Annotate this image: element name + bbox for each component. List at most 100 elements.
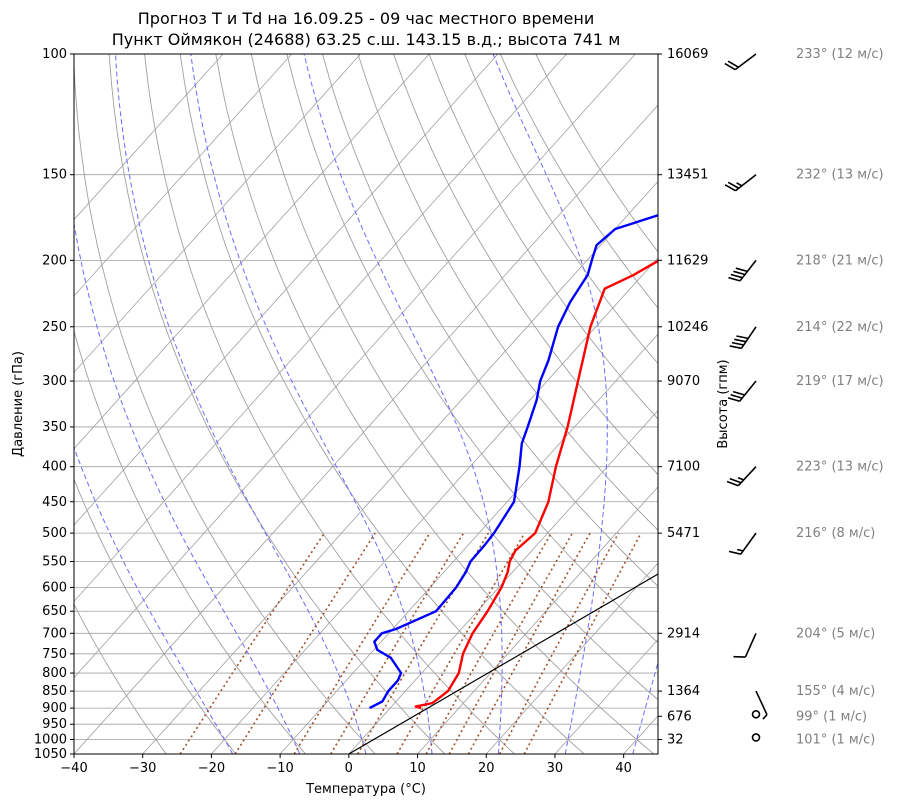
x-tick-label: 20 — [478, 761, 495, 776]
dry-adiabat-line — [74, 603, 167, 754]
height-tick-label: 16069 — [667, 47, 708, 62]
isotherm-line — [74, 54, 636, 679]
mixing-ratio-line — [234, 532, 376, 754]
wind-barb — [729, 326, 757, 350]
wind-label: 233° (12 м/с) — [796, 47, 884, 62]
moist-adiabat-line — [632, 660, 658, 754]
mixing-ratio-line — [293, 532, 431, 754]
y-tick-label: 950 — [42, 717, 67, 732]
wind-label: 204° (5 м/с) — [796, 626, 875, 641]
y-tick-label: 250 — [42, 320, 67, 335]
y-tick-label: 1050 — [34, 747, 67, 762]
wind-barb-staff — [737, 466, 757, 487]
y-tick-label: 400 — [42, 460, 67, 475]
moist-adiabat-line — [303, 54, 503, 754]
height-tick-label: 676 — [667, 709, 692, 724]
wind-barb-flag — [735, 267, 748, 273]
isotherm-line — [417, 486, 658, 754]
y-tick-label: 600 — [42, 580, 67, 595]
moist-adiabat-line — [492, 54, 608, 754]
mixing-ratio-line — [330, 532, 465, 754]
wind-barb — [751, 733, 761, 742]
y-tick-label: 1000 — [34, 732, 67, 747]
wind-barb-flag — [732, 390, 745, 396]
x-tick-label: 0 — [345, 761, 353, 776]
wind-label: 216° (8 м/с) — [796, 526, 875, 541]
y-tick-label: 800 — [42, 666, 67, 681]
dry-adiabat-line — [393, 54, 658, 476]
calm-wind-circle — [751, 733, 761, 742]
wind-barb-staff — [734, 53, 757, 71]
dry-adiabat-line — [499, 54, 658, 309]
dry-adiabat-line — [74, 478, 237, 754]
isotherm-line — [211, 257, 658, 754]
y-tick-label: 900 — [42, 701, 67, 716]
wind-barb — [724, 174, 757, 192]
isotherm-line — [279, 333, 658, 754]
y-tick-label: 200 — [42, 253, 67, 268]
wind-label: 218° (21 м/с) — [796, 253, 884, 268]
chart-title-line1: Прогноз T и Td на 16.09.25 - 09 час мест… — [138, 9, 594, 28]
y-axis-label: Давление (гПа) — [11, 351, 26, 457]
y-tick-label: 100 — [42, 47, 67, 62]
x-tick-label: 10 — [409, 761, 426, 776]
wind-barb — [727, 380, 757, 403]
wind-barb-flag — [726, 480, 739, 487]
x-tick-label: −40 — [60, 761, 87, 776]
isotherm-line — [74, 104, 658, 754]
wind-barb-flag — [762, 714, 768, 720]
wind-barb-staff — [739, 259, 757, 282]
isotherm-line — [74, 54, 567, 602]
wind-barb-staff — [740, 532, 757, 555]
wind-label: 232° (13 м/с) — [796, 168, 884, 183]
wind-label: 214° (22 м/с) — [796, 320, 884, 335]
wind-barb — [755, 690, 768, 720]
dry-adiabat-line — [179, 54, 585, 754]
moist-adiabat-line — [74, 446, 234, 754]
dry-adiabat-line — [464, 54, 658, 365]
isotherm-line — [74, 54, 430, 450]
wind-barb-flag — [724, 184, 736, 192]
wind-barb-flag — [730, 393, 743, 399]
moist-adiabat-line — [115, 54, 367, 754]
wind-barb-flag — [737, 477, 745, 481]
dry-adiabat-line — [357, 54, 658, 531]
height-tick-label: 13451 — [667, 168, 708, 183]
height-tick-label: 7100 — [667, 460, 700, 475]
wind-barb-flag — [729, 345, 742, 350]
isotherm-line — [74, 54, 293, 297]
mixing-ratio-line — [396, 532, 526, 754]
mixing-ratio-line — [498, 532, 620, 754]
y-tick-label: 700 — [42, 626, 67, 641]
isotherm-line — [74, 54, 224, 221]
y-tick-label: 650 — [42, 604, 67, 619]
reference-line — [348, 573, 658, 754]
mixing-ratio-line — [448, 532, 574, 754]
temperature-profile — [414, 259, 658, 710]
wind-barb-flag — [727, 397, 740, 403]
y-tick-label: 850 — [42, 684, 67, 699]
wind-label: 101° (1 м/с) — [796, 732, 875, 747]
wind-barb — [751, 709, 761, 719]
height-tick-label: 32 — [667, 732, 684, 747]
dry-adiabat-line — [144, 54, 515, 754]
wind-barb-flag — [728, 276, 741, 282]
plot-frame — [73, 53, 659, 755]
x-tick-label: −30 — [129, 761, 156, 776]
dry-adiabat-line — [250, 54, 658, 701]
wind-barb-flag — [724, 62, 736, 71]
y-tick-label: 750 — [42, 647, 67, 662]
mixing-ratio-line — [357, 532, 490, 754]
dry-adiabat-line — [74, 329, 306, 754]
isotherm-line — [623, 715, 658, 754]
wind-barb-flag — [729, 477, 742, 484]
wind-barb-flag — [730, 273, 743, 279]
wind-label: 99° (1 м/с) — [796, 709, 867, 724]
height-tick-label: 10246 — [667, 320, 708, 335]
wind-barb — [724, 53, 757, 71]
mixing-ratio-line — [523, 532, 642, 754]
dry-adiabat-line — [286, 54, 658, 644]
wind-barb-flag — [734, 338, 747, 343]
height-tick-label: 5471 — [667, 526, 700, 541]
